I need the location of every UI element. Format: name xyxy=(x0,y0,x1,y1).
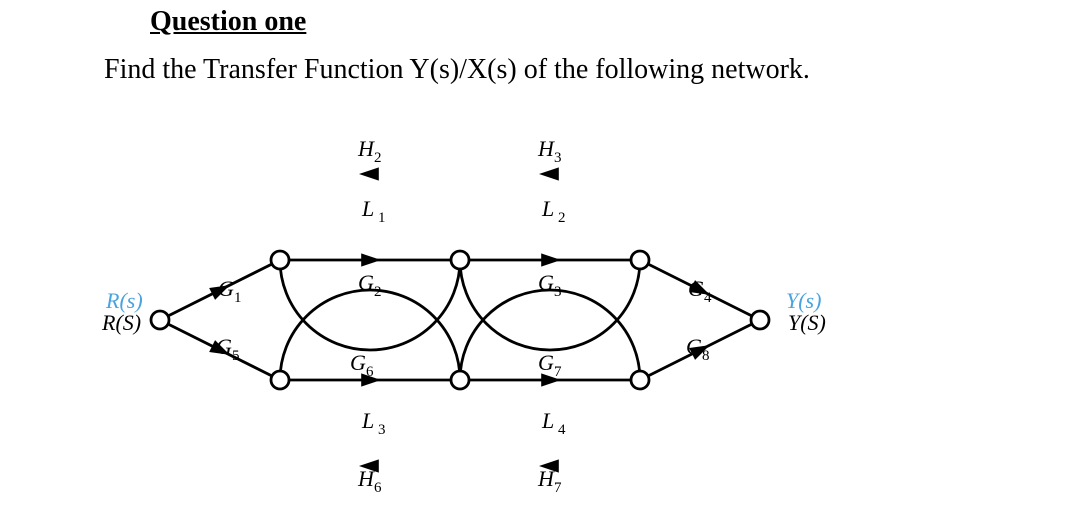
label-L3: L xyxy=(361,408,374,433)
label-G3-sub: 3 xyxy=(554,284,562,300)
label-G8-sub: 8 xyxy=(702,348,710,364)
node-N4 xyxy=(751,311,769,329)
label-L3-sub: 3 xyxy=(378,422,386,438)
label-G8: G xyxy=(686,334,702,359)
node-N5 xyxy=(271,371,289,389)
label-G1-sub: 1 xyxy=(234,290,242,306)
node-N7 xyxy=(631,371,649,389)
arrow-head xyxy=(361,253,381,266)
label-G2: G xyxy=(358,270,374,295)
sfg-canvas: G1G2G3G4G5G6G7G8H2L1H3L2H6L3H7L4R(s)R(S)… xyxy=(90,130,890,510)
heading: Question one xyxy=(150,6,306,38)
label-G5: G xyxy=(216,334,232,359)
signal-flow-graph: G1G2G3G4G5G6G7G8H2L1H3L2H6L3H7L4R(s)R(S)… xyxy=(90,130,890,510)
node-N0 xyxy=(151,311,169,329)
label-L1: L xyxy=(361,196,374,221)
label-L4: L xyxy=(541,408,554,433)
arrow-head xyxy=(541,253,561,266)
label-H7: H xyxy=(537,466,555,491)
node-N6 xyxy=(451,371,469,389)
label-G5-sub: 5 xyxy=(232,348,240,364)
node-N3 xyxy=(631,251,649,269)
label-G2-sub: 2 xyxy=(374,284,382,300)
label-G7-sub: 7 xyxy=(554,364,562,380)
label-G1: G xyxy=(218,276,234,301)
label-L2-sub: 2 xyxy=(558,210,566,226)
label-H7-sub: 7 xyxy=(554,480,562,496)
label-G4-sub: 4 xyxy=(704,290,712,306)
arrow-head xyxy=(539,167,559,180)
node-N2 xyxy=(451,251,469,269)
label-H3: H xyxy=(537,136,555,161)
label-H6-sub: 6 xyxy=(374,480,382,496)
output-label: Y(S) xyxy=(788,310,826,335)
label-L4-sub: 4 xyxy=(558,422,566,438)
node-N1 xyxy=(271,251,289,269)
label-H2: H xyxy=(357,136,375,161)
input-label: R(S) xyxy=(101,310,141,335)
label-H2-sub: 2 xyxy=(374,150,382,166)
label-L2: L xyxy=(541,196,554,221)
label-G4: G xyxy=(688,276,704,301)
arrow-head xyxy=(359,167,379,180)
label-H6: H xyxy=(357,466,375,491)
label-G3: G xyxy=(538,270,554,295)
label-G7: G xyxy=(538,350,554,375)
label-G6: G xyxy=(350,350,366,375)
question-text: Find the Transfer Function Y(s)/X(s) of … xyxy=(104,54,810,86)
label-G6-sub: 6 xyxy=(366,364,374,380)
label-L1-sub: 1 xyxy=(378,210,386,226)
label-H3-sub: 3 xyxy=(554,150,562,166)
